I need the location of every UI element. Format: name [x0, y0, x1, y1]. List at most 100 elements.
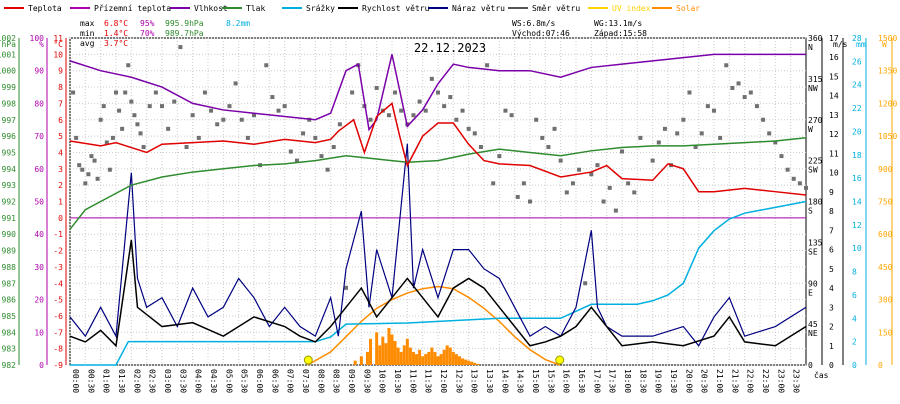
- wind-direction-point: [515, 194, 520, 199]
- legend-label-teplota: Teplota: [28, 4, 62, 13]
- right-tick-wind: 8: [829, 207, 834, 216]
- right-tick-direction: 45: [808, 320, 818, 329]
- x-axis-unit: čas: [814, 370, 829, 380]
- right-tick-direction: 360: [808, 34, 823, 43]
- stats-temp-min: 1.4°C: [104, 29, 128, 38]
- wind-direction-point: [724, 63, 729, 68]
- stats-temp-max: 6.8°C: [104, 19, 128, 28]
- legend-label-prizemni: Přízemní teplota: [94, 4, 171, 13]
- left-tick-temperature: -4: [53, 279, 63, 288]
- x-tick-label: 21:00: [715, 369, 724, 393]
- wind-direction-point: [534, 117, 539, 122]
- wind-direction-point: [399, 108, 404, 113]
- wind-direction-point: [650, 158, 655, 163]
- wind-direction-point: [705, 104, 710, 109]
- x-tick-label: 00:30: [86, 369, 95, 393]
- solar-bar: [448, 347, 452, 365]
- left-tick-temperature: 9: [58, 67, 63, 76]
- right-tick-rain: 22: [852, 104, 862, 113]
- solar-bar: [353, 360, 357, 365]
- wind-direction-point: [540, 135, 545, 140]
- x-tick-label: 02:00: [132, 369, 141, 393]
- wind-direction-point: [98, 117, 103, 122]
- wind-direction-point: [138, 131, 143, 136]
- right-tick-wind: 10: [829, 169, 839, 178]
- solar-bar: [381, 336, 385, 365]
- wind-direction-point: [141, 145, 146, 149]
- wind-direction-point: [74, 135, 79, 140]
- wind-direction-point: [577, 167, 582, 172]
- right-tick-rain: 16: [852, 174, 862, 183]
- stats-wind-speed: WS:6.8m/s: [512, 19, 556, 28]
- wind-direction-point: [558, 158, 563, 163]
- wind-direction-point: [313, 135, 318, 140]
- wind-direction-point: [699, 131, 704, 136]
- x-tick-label: 19:00: [654, 369, 663, 393]
- wind-direction-point: [626, 181, 631, 186]
- left-tick-pressure: 984: [2, 328, 17, 337]
- left-tick-humidity: 90: [34, 67, 44, 76]
- legend-label-tlak: Tlak: [246, 4, 265, 13]
- wind-direction-point: [190, 113, 195, 118]
- wind-direction-point: [552, 126, 557, 131]
- solar-bar: [470, 361, 474, 365]
- left-tick-pressure: 994: [2, 165, 17, 174]
- left-tick-temperature: 11: [53, 34, 63, 43]
- solar-bar: [442, 349, 446, 365]
- wind-direction-point: [613, 208, 618, 213]
- left-tick-humidity: 60: [34, 165, 44, 174]
- wind-direction-point: [101, 104, 106, 109]
- wind-direction-point: [350, 90, 355, 95]
- wind-direction-point: [386, 113, 391, 118]
- x-tick-label: 10:30: [393, 369, 402, 393]
- wind-direction-point: [77, 163, 82, 168]
- solar-bar: [421, 356, 425, 365]
- right-tick-wind: 7: [829, 226, 834, 235]
- x-tick-label: 17:00: [592, 369, 601, 393]
- left-tick-pressure: 990: [2, 230, 17, 239]
- left-axis-title-pressure: hPa: [2, 40, 17, 49]
- solar-bar: [439, 354, 443, 365]
- left-tick-pressure: 992: [2, 198, 17, 207]
- wind-direction-point: [153, 90, 158, 95]
- wind-direction-point: [546, 145, 551, 149]
- wind-direction-point: [620, 149, 624, 154]
- wind-direction-point: [767, 131, 772, 136]
- left-tick-pressure: 982: [2, 361, 17, 370]
- left-tick-pressure: 986: [2, 296, 17, 305]
- x-tick-label: 04:30: [209, 369, 218, 393]
- wind-direction-point: [276, 108, 281, 113]
- wind-direction-point: [104, 140, 109, 145]
- solar-bar: [461, 358, 465, 365]
- x-tick-label: 11:00: [408, 369, 417, 393]
- right-tick-rain: 8: [852, 268, 857, 277]
- wind-direction-point: [509, 113, 514, 118]
- left-tick-pressure: 997: [2, 116, 17, 125]
- solar-bar: [359, 356, 363, 365]
- wind-direction-point: [325, 167, 330, 172]
- solar-bar: [467, 360, 471, 365]
- wind-direction-point: [773, 140, 778, 145]
- x-tick-label: 02:30: [148, 369, 157, 393]
- x-tick-label: 09:30: [362, 369, 371, 393]
- right-tick-solar: 1350: [878, 67, 897, 76]
- x-tick-label: 11:30: [424, 369, 433, 393]
- right-tick-rain: 26: [852, 57, 862, 66]
- right-tick-direction: 90: [808, 279, 818, 288]
- right-tick-solar: 150: [878, 328, 893, 337]
- wind-direction-point: [804, 185, 808, 190]
- x-tick-label: 17:30: [608, 369, 617, 393]
- left-axis-title-humidity: %: [39, 40, 44, 49]
- stats-hum-min: 70%: [140, 29, 155, 38]
- left-tick-humidity: 100: [30, 34, 45, 43]
- left-tick-pressure: 1000: [0, 67, 16, 76]
- solar-bar: [396, 347, 400, 365]
- wind-direction-point: [417, 99, 422, 104]
- left-tick-humidity: 70: [34, 132, 44, 141]
- wind-direction-point: [239, 117, 244, 122]
- x-tick-label: 12:30: [454, 369, 463, 393]
- right-tick-wind: 13: [829, 111, 839, 120]
- right-tick-solar: 1500: [878, 34, 897, 43]
- x-tick-label: 14:30: [516, 369, 525, 393]
